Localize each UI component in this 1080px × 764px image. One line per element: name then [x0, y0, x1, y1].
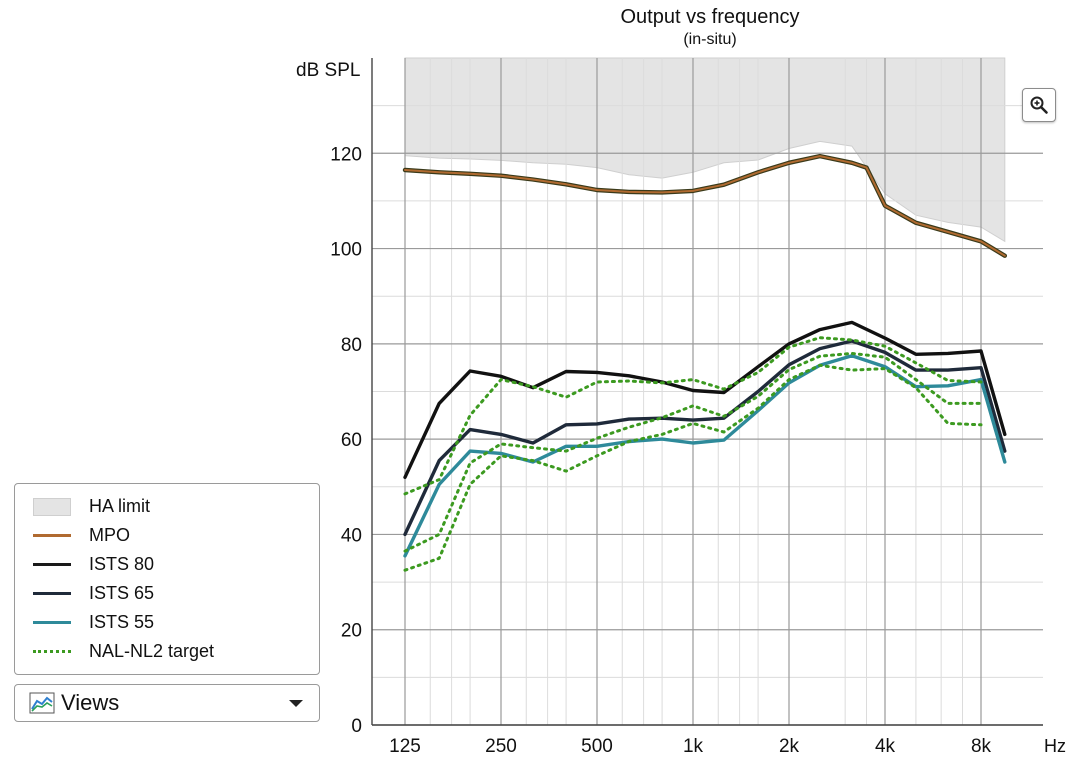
- zoom-button[interactable]: [1022, 88, 1056, 122]
- legend-swatch-ists-55: [33, 621, 71, 624]
- chart-title: Output vs frequency: [620, 6, 800, 28]
- chart-legend: HA limit MPO ISTS 80 ISTS 65 ISTS 55 NAL…: [14, 483, 320, 675]
- x-tick-label: 125: [389, 736, 421, 757]
- legend-label: HA limit: [89, 496, 151, 516]
- legend-swatch-mpo: [33, 534, 71, 537]
- y-tick-label: 80: [341, 335, 362, 356]
- legend-label: ISTS 80: [89, 554, 155, 574]
- y-tick-label: 20: [341, 621, 362, 642]
- chart-view-icon: [29, 692, 55, 714]
- x-tick-label: 250: [485, 736, 517, 757]
- ha-limit-area: [404, 57, 1006, 243]
- views-label: Views: [61, 690, 120, 715]
- legend-swatch-ists-65: [33, 592, 71, 595]
- y-tick-label: 40: [341, 525, 362, 546]
- legend-item-nal-nl2-target[interactable]: NAL-NL2 target: [15, 637, 319, 666]
- x-tick-label: 8k: [971, 736, 992, 757]
- series-ists-80: [403, 320, 1007, 479]
- y-axis-label: dB SPL: [296, 60, 361, 81]
- legend-label: ISTS 65: [89, 583, 155, 603]
- legend-item-ists-80[interactable]: ISTS 80: [15, 550, 319, 579]
- x-tick-label: 500: [581, 736, 613, 757]
- y-tick-label: 120: [330, 144, 362, 165]
- series-ists-65: [403, 339, 1007, 537]
- legend-item-ha-limit[interactable]: HA limit: [15, 492, 319, 521]
- zoom-in-icon: [1030, 96, 1048, 114]
- legend-item-ists-55[interactable]: ISTS 55: [15, 608, 319, 637]
- chart-subtitle: (in-situ): [683, 31, 737, 48]
- series-nal-nl2-target-55: [403, 363, 983, 572]
- y-tick-label: 60: [341, 430, 362, 451]
- legend-item-ists-65[interactable]: ISTS 65: [15, 579, 319, 608]
- series-ists-55: [403, 354, 1007, 558]
- legend-label: MPO: [89, 525, 131, 545]
- legend-label: ISTS 55: [89, 612, 155, 632]
- legend-swatch-ists-80: [33, 563, 71, 566]
- series-nal-nl2-target-80: [403, 336, 983, 496]
- x-tick-label: 4k: [875, 736, 896, 757]
- x-axis-unit-label: Hz: [1044, 736, 1066, 756]
- views-dropdown[interactable]: Views: [14, 684, 320, 722]
- legend-swatch-nal-nl2: [33, 650, 71, 653]
- chevron-down-icon: [289, 700, 303, 707]
- series-mpo: [404, 155, 1006, 257]
- legend-label: NAL-NL2 target: [89, 641, 215, 661]
- y-tick-label: 0: [351, 716, 362, 737]
- series-nal-nl2-target-65: [403, 351, 983, 553]
- y-tick-label: 100: [330, 240, 362, 261]
- legend-item-mpo[interactable]: MPO: [15, 521, 319, 550]
- x-tick-label: 1k: [683, 736, 704, 757]
- legend-swatch-ha-limit: [33, 497, 71, 516]
- x-tick-label: 2k: [779, 736, 800, 757]
